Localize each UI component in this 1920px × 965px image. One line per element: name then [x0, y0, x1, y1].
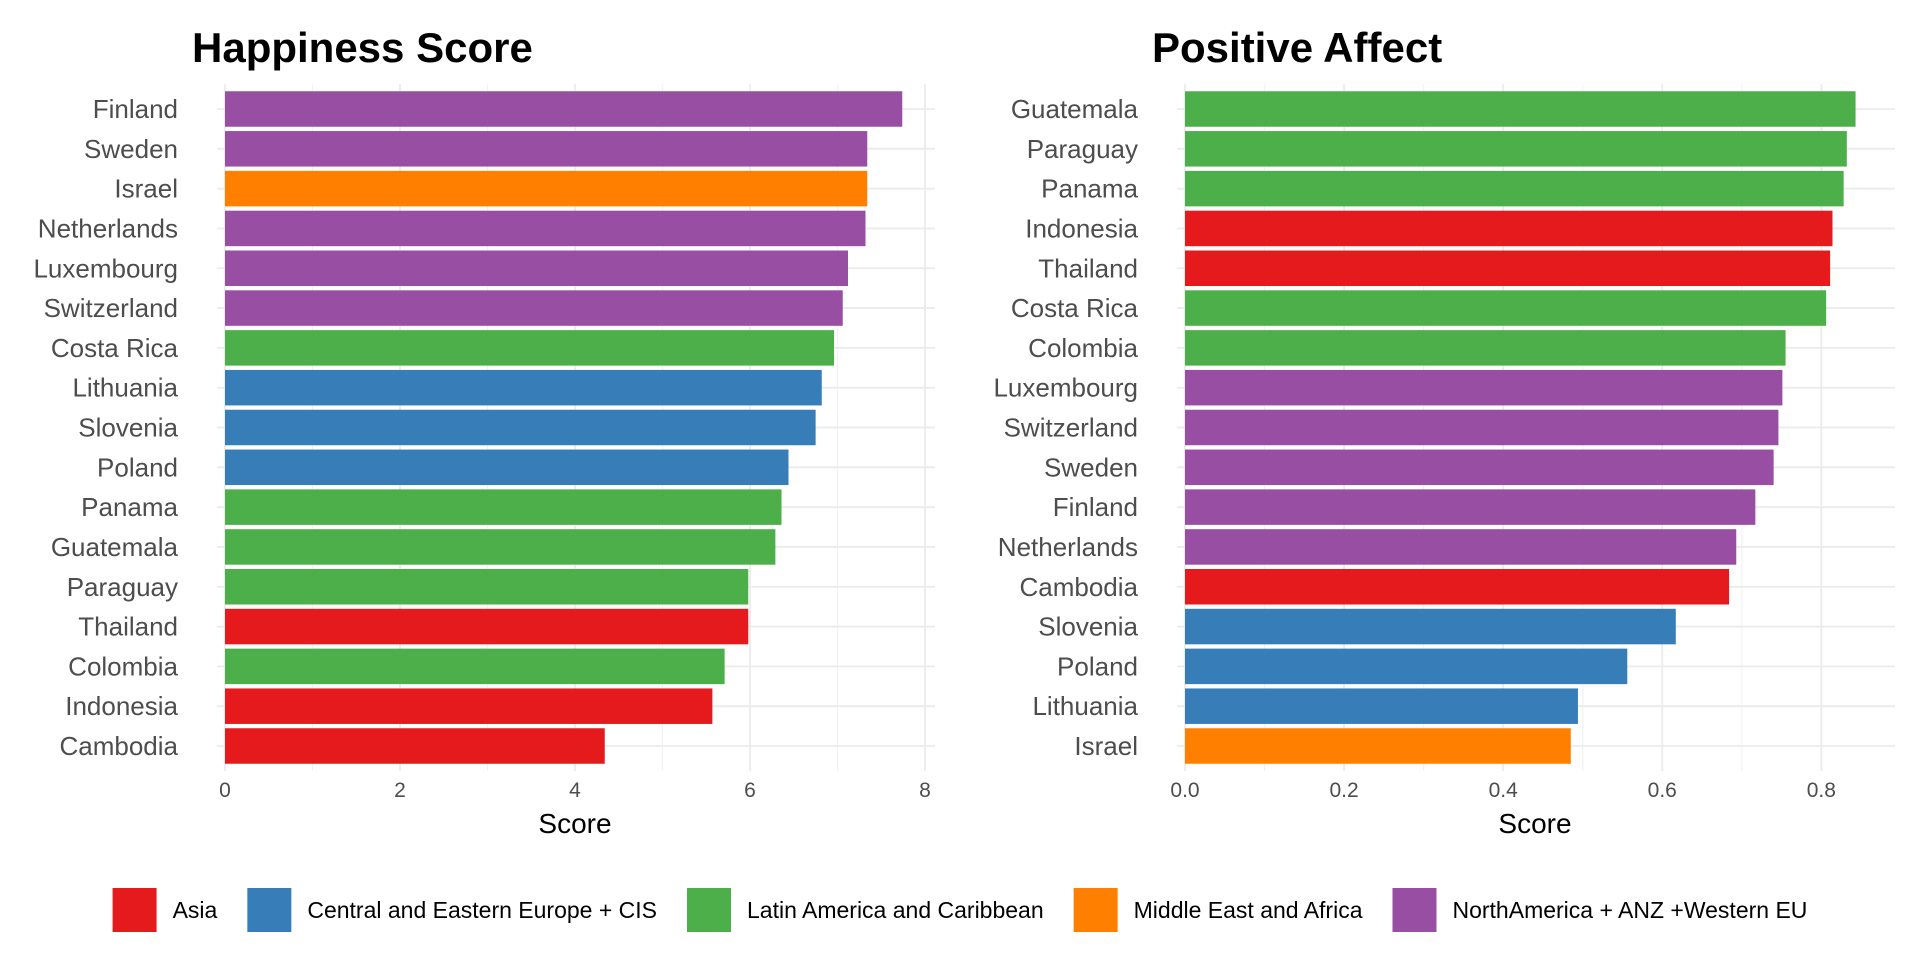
category-label: Sweden: [84, 134, 178, 164]
x-tick-label: 8: [919, 779, 931, 802]
chart-title: Positive Affect: [1152, 24, 1442, 71]
legend: Asia Central and Eastern Europe + CIS Lati…: [112, 888, 1807, 932]
x-tick-label: 0.4: [1489, 779, 1519, 802]
category-label: Luxembourg: [993, 373, 1138, 403]
bar-finland: [1185, 489, 1756, 525]
panel-happiness-score: Happiness Score Finland Sweden Israel Nether…: [33, 24, 935, 839]
category-label: Cambodia: [59, 731, 178, 761]
bar-poland: [225, 449, 789, 486]
category-label: Panama: [81, 492, 178, 522]
bar-colombia: [225, 648, 725, 685]
bar-israel: [1185, 728, 1571, 764]
bar-switzerland: [1185, 409, 1779, 446]
category-label: Israel: [1074, 731, 1138, 761]
x-axis-title: Score: [1498, 808, 1571, 839]
x-axis-title: Score: [538, 808, 611, 839]
legend-swatch-northamerica-anz-western-eu: [1392, 888, 1437, 932]
panel-positive-affect: Positive Affect Guatemala Paraguay Panama In…: [993, 24, 1895, 839]
x-tick-label: 0.8: [1807, 779, 1836, 802]
legend-label: Middle East and Africa: [1134, 897, 1363, 923]
bar-thailand: [225, 608, 749, 645]
bar-sweden: [225, 131, 868, 167]
bar-panama: [225, 489, 782, 525]
legend-swatch-asia: [112, 888, 157, 932]
category-label: Panama: [1041, 174, 1138, 204]
legend-swatch-central-and-eastern-europe-cis: [247, 888, 292, 932]
category-label: Lithuania: [72, 373, 178, 403]
legend-label: Latin America and Caribbean: [747, 897, 1044, 923]
bar-poland: [1185, 648, 1628, 685]
category-label: Guatemala: [51, 532, 179, 562]
category-label: Slovenia: [78, 413, 178, 443]
bar-sweden: [1185, 449, 1774, 486]
category-label: Thailand: [1038, 253, 1138, 283]
bar-paraguay: [1185, 131, 1847, 167]
category-label: Netherlands: [38, 213, 178, 243]
bar-indonesia: [1185, 210, 1833, 247]
category-label: Switzerland: [1004, 413, 1138, 443]
category-label: Lithuania: [1032, 691, 1138, 721]
category-label: Thailand: [78, 612, 178, 642]
category-label: Cambodia: [1019, 572, 1138, 602]
legend-swatch-middle-east-and-africa: [1073, 888, 1118, 932]
category-label: Colombia: [68, 651, 178, 681]
bar-guatemala: [1185, 91, 1856, 127]
category-label: Indonesia: [65, 691, 178, 721]
category-label: Israel: [114, 174, 178, 204]
bar-netherlands: [1185, 529, 1737, 565]
category-label: Sweden: [1044, 452, 1138, 482]
category-label: Poland: [97, 452, 178, 482]
bar-luxembourg: [1185, 369, 1783, 406]
legend-label: NorthAmerica + ANZ +Western EU: [1452, 897, 1807, 923]
category-label: Slovenia: [1038, 612, 1138, 642]
legend-label: Asia: [173, 897, 218, 923]
legend-label: Central and Eastern Europe + CIS: [307, 897, 657, 923]
bar-cambodia: [225, 728, 605, 764]
bar-costa-rica: [1185, 290, 1827, 326]
category-label: Costa Rica: [1011, 293, 1139, 323]
category-label: Guatemala: [1011, 94, 1139, 124]
bar-panama: [1185, 170, 1844, 207]
category-label: Finland: [93, 94, 178, 124]
x-tick-label: 2: [394, 779, 406, 802]
bar-israel: [225, 170, 868, 207]
bar-indonesia: [225, 688, 713, 724]
x-tick-label: 0.0: [1170, 779, 1199, 802]
category-label: Netherlands: [998, 532, 1138, 562]
x-tick-label: 4: [569, 779, 581, 802]
x-tick-label: 6: [744, 779, 756, 802]
bar-thailand: [1185, 250, 1831, 286]
category-label: Costa Rica: [51, 333, 179, 363]
chart-title: Happiness Score: [192, 24, 533, 71]
category-label: Switzerland: [44, 293, 178, 323]
legend-swatch-latin-america-and-caribbean: [687, 888, 732, 932]
bar-finland: [225, 91, 903, 127]
category-label: Poland: [1057, 651, 1138, 681]
category-label: Indonesia: [1025, 213, 1138, 243]
x-tick-label: 0.6: [1648, 779, 1677, 802]
bar-lithuania: [1185, 688, 1578, 724]
bar-netherlands: [225, 210, 866, 247]
bar-paraguay: [225, 569, 749, 605]
bar-slovenia: [1185, 608, 1676, 645]
bar-colombia: [1185, 330, 1786, 366]
bar-luxembourg: [225, 250, 848, 286]
category-label: Luxembourg: [33, 253, 178, 283]
bar-cambodia: [1185, 569, 1730, 605]
category-label: Paraguay: [67, 572, 178, 602]
bar-guatemala: [225, 529, 776, 565]
category-label: Colombia: [1028, 333, 1138, 363]
bar-slovenia: [225, 409, 816, 446]
category-label: Finland: [1053, 492, 1138, 522]
bar-lithuania: [225, 369, 822, 406]
x-tick-label: 0.2: [1329, 779, 1358, 802]
x-tick-label: 0: [219, 779, 231, 802]
bar-costa-rica: [225, 330, 834, 366]
bar-switzerland: [225, 290, 843, 326]
category-label: Paraguay: [1027, 134, 1138, 164]
